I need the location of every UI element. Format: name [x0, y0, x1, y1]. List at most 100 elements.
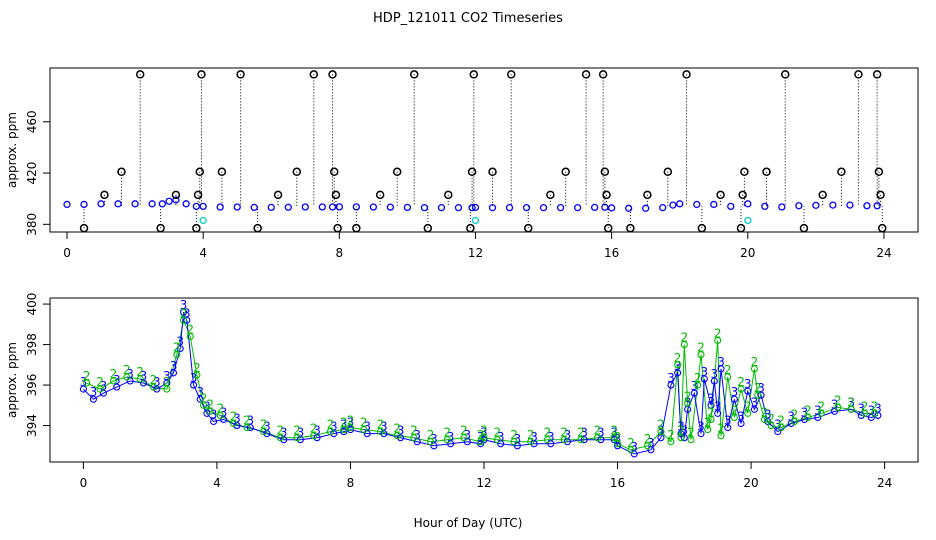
- series-marker-label-2: 2: [861, 399, 869, 413]
- calibration-point: [171, 190, 181, 200]
- series-point-3: [613, 442, 622, 450]
- calibration-point: [561, 167, 570, 177]
- series-marker-label-3: 3: [831, 397, 839, 411]
- series-marker-label-2: 2: [180, 306, 188, 320]
- series-marker-label-3: 3: [657, 424, 665, 438]
- series-marker-label-2: 2: [477, 428, 485, 442]
- series-marker-label-3: 3: [447, 430, 455, 444]
- series-point-2: [704, 426, 712, 434]
- series-marker-label-2: 2: [193, 361, 201, 375]
- calibration-point: [423, 223, 433, 233]
- series-marker-label-3: 3: [246, 414, 254, 428]
- series-point-2: [817, 409, 825, 417]
- series-marker-label-3: 3: [677, 420, 685, 434]
- series-marker-label-2: 2: [677, 424, 685, 438]
- y-tick-label: 460: [25, 110, 39, 133]
- calibration-point: [444, 190, 453, 200]
- calibration-point: [799, 223, 809, 233]
- ambient-point: [863, 202, 871, 210]
- series-point-2: [657, 428, 665, 436]
- series-point-2: [804, 413, 812, 422]
- series-marker-label-3: 3: [580, 426, 588, 440]
- x-tick-label: 4: [213, 476, 221, 490]
- calibration-point: [375, 190, 385, 200]
- calibration-point: [192, 223, 201, 233]
- ambient-point: [829, 201, 837, 209]
- ambient-point: [625, 204, 633, 212]
- series-marker-label-2: 2: [627, 436, 635, 450]
- calibration-point: [352, 223, 361, 233]
- series-point-3: [89, 395, 97, 403]
- calibration-point: [663, 167, 673, 177]
- series-marker-label-2: 2: [510, 428, 518, 442]
- calibration-point: [253, 223, 262, 233]
- calibration-point: [682, 70, 691, 79]
- series-marker-label-2: 2: [644, 432, 652, 446]
- series-marker-label-3: 3: [280, 426, 288, 440]
- x-tick-label: 20: [743, 476, 758, 490]
- series-marker-label-3: 3: [801, 405, 809, 419]
- series-marker-label-3: 3: [347, 416, 355, 430]
- series-point-3: [79, 385, 87, 393]
- series-point-2: [760, 415, 768, 424]
- bottom-x-axis: 0 4 8 12 16 20 24: [80, 462, 892, 490]
- ambient-point: [267, 203, 275, 212]
- calibration-point: [79, 223, 89, 233]
- y-tick-label: 398: [25, 333, 39, 356]
- ambient-point: [63, 200, 71, 209]
- series-marker-label-2: 2: [834, 393, 842, 407]
- calibration-point: [603, 223, 613, 233]
- series-marker-label-2: 2: [761, 405, 769, 419]
- series-marker-label-3: 3: [564, 428, 572, 442]
- series-point-2: [684, 399, 692, 407]
- series-marker-label-3: 3: [751, 395, 759, 409]
- ambient-point: [468, 204, 476, 212]
- series-marker-label-3: 3: [697, 420, 705, 434]
- calibration-point: [333, 223, 342, 233]
- series-point-2: [109, 377, 117, 385]
- series-marker-label-2: 2: [560, 426, 568, 440]
- series-point-2: [186, 332, 194, 341]
- series-point-2: [527, 438, 535, 446]
- ambient-point: [873, 202, 881, 210]
- series-point-3: [714, 409, 722, 417]
- series-point-2: [360, 426, 368, 434]
- series-marker-label-2: 2: [744, 399, 752, 413]
- series-marker-label-2: 2: [340, 416, 348, 430]
- series-marker-label-3: 3: [330, 420, 338, 434]
- series-point-2: [677, 434, 685, 442]
- series-marker-label-3: 3: [684, 395, 692, 409]
- series-marker-label-3: 3: [717, 355, 725, 369]
- series-marker-label-3: 3: [183, 306, 191, 320]
- series-marker-label-3: 3: [714, 399, 722, 413]
- series-marker-label-3: 3: [610, 426, 618, 440]
- series-point-2: [493, 436, 501, 444]
- series-point-3: [744, 387, 752, 395]
- calibration-point: [392, 167, 402, 177]
- series-marker-label-2: 2: [717, 422, 725, 436]
- series-point-2: [560, 436, 568, 444]
- series-point-2: [96, 385, 104, 393]
- calibration-point: [626, 223, 635, 233]
- ambient-point: [642, 204, 650, 212]
- ambient-point: [369, 203, 378, 211]
- x-tick-label: 8: [347, 476, 355, 490]
- series-point-2: [427, 438, 435, 446]
- series-point-2: [687, 436, 695, 444]
- calibration-point: [598, 70, 608, 79]
- series-marker-label-2: 2: [460, 424, 468, 438]
- reference-point: [199, 216, 207, 225]
- series-point-3: [750, 405, 758, 413]
- series-marker-label-3: 3: [363, 420, 371, 434]
- series-marker-label-2: 2: [614, 430, 622, 444]
- series-point-2: [206, 407, 214, 415]
- series-marker-label-3: 3: [711, 367, 719, 381]
- bottom-y-axis-label: approx. ppm: [5, 342, 19, 418]
- ambient-point: [669, 201, 677, 209]
- ambient-point: [454, 204, 463, 212]
- series-point-2: [163, 385, 171, 393]
- calibration-point: [236, 70, 245, 79]
- calibration-point: [581, 70, 591, 79]
- series-point-3: [190, 381, 198, 389]
- series-point-2: [340, 426, 348, 434]
